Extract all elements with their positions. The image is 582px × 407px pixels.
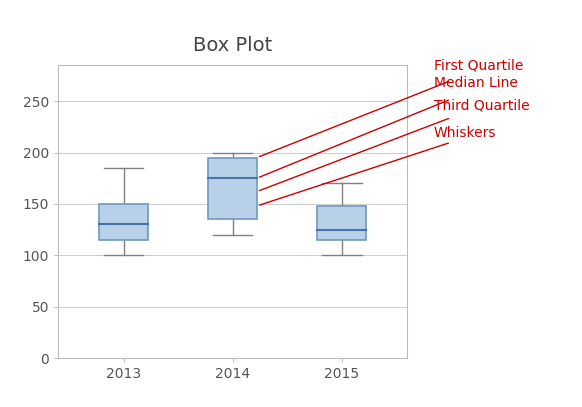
Text: Whiskers: Whiskers [434, 127, 496, 140]
Text: Median Line: Median Line [434, 77, 517, 90]
Bar [317, 206, 367, 240]
Text: Third Quartile: Third Quartile [434, 99, 529, 113]
Title: Box Plot: Box Plot [193, 36, 272, 55]
Text: First Quartile: First Quartile [434, 59, 523, 73]
Bar [208, 158, 257, 219]
Bar [99, 204, 148, 240]
